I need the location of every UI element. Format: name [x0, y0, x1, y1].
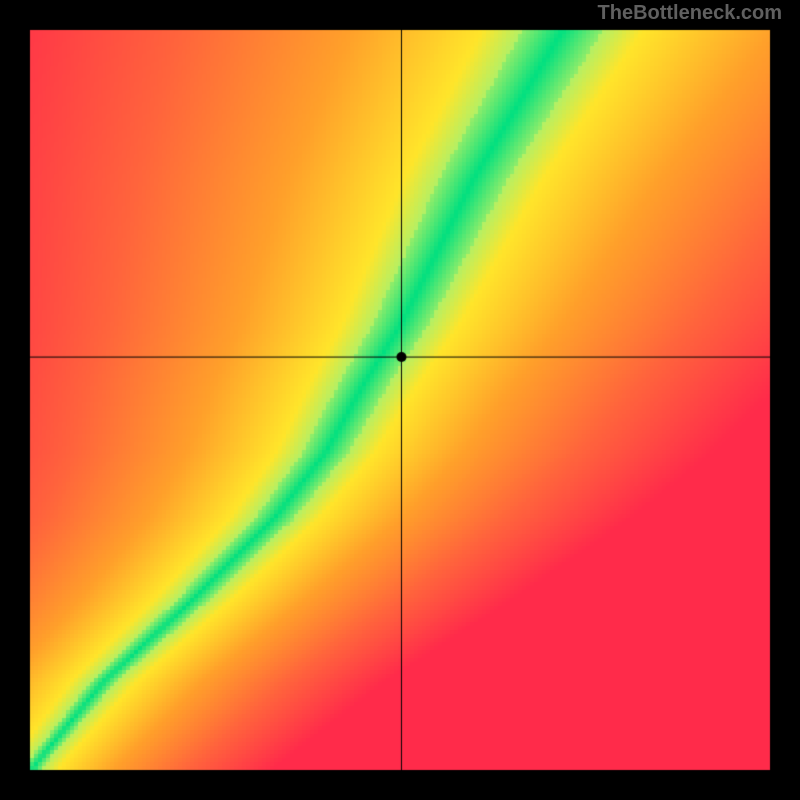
heatmap-canvas [0, 0, 800, 800]
chart-container: TheBottleneck.com [0, 0, 800, 800]
watermark-text: TheBottleneck.com [598, 2, 782, 25]
